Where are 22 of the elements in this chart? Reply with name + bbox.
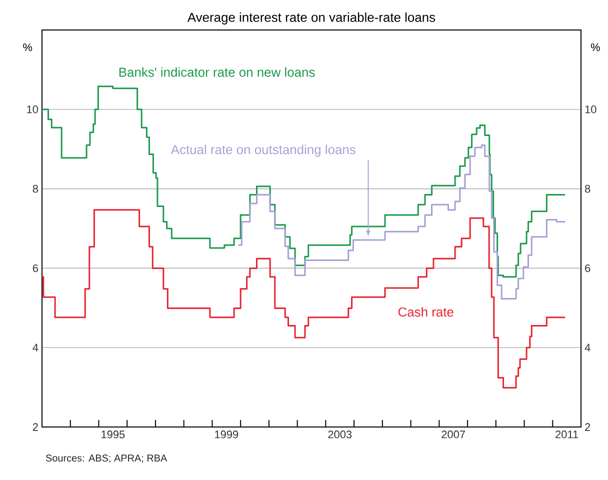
text: Actual rate on outstanding loans	[170, 144, 356, 157]
y-axis-title: %	[23, 43, 32, 52]
y-tick-label: 10	[27, 106, 38, 114]
y-tick-label: 4	[32, 344, 38, 352]
y2-tick-label: 6	[585, 264, 590, 272]
x-tick-label: 2003	[328, 430, 352, 438]
series-label: Cash rate	[398, 307, 454, 317]
x-tick-label: 2007	[442, 430, 465, 438]
y-tick-label: 2	[32, 423, 38, 431]
y2-tick-label: 8	[585, 184, 590, 193]
y-tick-label: 6	[32, 264, 38, 272]
y2-tick-label: 10	[585, 106, 596, 114]
x-tick-label: 1999	[215, 430, 238, 438]
y2-axis-title: %	[590, 43, 600, 52]
y2-tick-label: 2	[585, 423, 590, 431]
x-tick-label: 2011	[556, 430, 578, 438]
y2-tick-label: 4	[584, 344, 590, 352]
series-label: Banks' indicator rate on new loans	[119, 67, 315, 77]
x-tick-label: 1995	[102, 430, 125, 438]
source-note: Sources: ABS; APRA; RBA	[46, 454, 168, 463]
chart-title: Average interest rate on variable-rate loans	[187, 12, 436, 24]
y-tick-label: 8	[32, 184, 38, 193]
